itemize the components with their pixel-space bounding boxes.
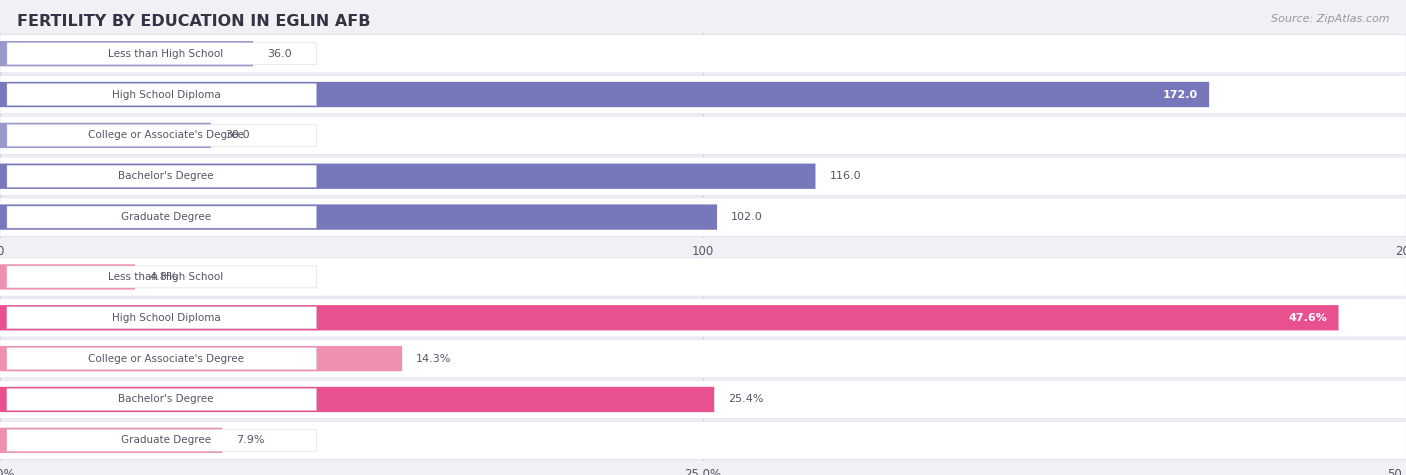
- Text: Bachelor's Degree: Bachelor's Degree: [118, 394, 214, 405]
- FancyBboxPatch shape: [7, 348, 316, 370]
- FancyBboxPatch shape: [0, 387, 714, 412]
- FancyBboxPatch shape: [7, 165, 316, 187]
- Text: High School Diploma: High School Diploma: [111, 313, 221, 323]
- Text: 25.4%: 25.4%: [728, 394, 763, 405]
- FancyBboxPatch shape: [0, 380, 1406, 418]
- Text: 116.0: 116.0: [830, 171, 860, 181]
- FancyBboxPatch shape: [0, 35, 1406, 73]
- Text: High School Diploma: High School Diploma: [111, 89, 221, 100]
- FancyBboxPatch shape: [7, 266, 316, 288]
- Text: Graduate Degree: Graduate Degree: [121, 212, 211, 222]
- FancyBboxPatch shape: [0, 264, 135, 290]
- FancyBboxPatch shape: [0, 41, 253, 66]
- FancyBboxPatch shape: [0, 340, 1406, 378]
- Text: Less than High School: Less than High School: [108, 272, 224, 282]
- FancyBboxPatch shape: [7, 124, 316, 146]
- Text: Less than High School: Less than High School: [108, 48, 224, 59]
- Text: 30.0: 30.0: [225, 130, 250, 141]
- FancyBboxPatch shape: [0, 116, 1406, 154]
- FancyBboxPatch shape: [0, 428, 222, 453]
- Text: College or Associate's Degree: College or Associate's Degree: [89, 130, 243, 141]
- Text: Graduate Degree: Graduate Degree: [121, 435, 211, 446]
- FancyBboxPatch shape: [0, 76, 1406, 114]
- Text: College or Associate's Degree: College or Associate's Degree: [89, 353, 243, 364]
- FancyBboxPatch shape: [0, 258, 1406, 296]
- FancyBboxPatch shape: [0, 421, 1406, 459]
- Text: 47.6%: 47.6%: [1288, 313, 1327, 323]
- FancyBboxPatch shape: [7, 43, 316, 65]
- FancyBboxPatch shape: [0, 82, 1209, 107]
- FancyBboxPatch shape: [0, 204, 717, 230]
- FancyBboxPatch shape: [0, 123, 211, 148]
- Text: 4.8%: 4.8%: [149, 272, 177, 282]
- Text: 36.0: 36.0: [267, 48, 292, 59]
- Text: 102.0: 102.0: [731, 212, 763, 222]
- FancyBboxPatch shape: [7, 389, 316, 410]
- Text: Bachelor's Degree: Bachelor's Degree: [118, 171, 214, 181]
- FancyBboxPatch shape: [7, 84, 316, 105]
- Text: FERTILITY BY EDUCATION IN EGLIN AFB: FERTILITY BY EDUCATION IN EGLIN AFB: [17, 14, 370, 29]
- Text: 7.9%: 7.9%: [236, 435, 264, 446]
- FancyBboxPatch shape: [7, 307, 316, 329]
- FancyBboxPatch shape: [0, 157, 1406, 195]
- Text: Source: ZipAtlas.com: Source: ZipAtlas.com: [1271, 14, 1389, 24]
- FancyBboxPatch shape: [0, 305, 1339, 331]
- FancyBboxPatch shape: [0, 346, 402, 371]
- FancyBboxPatch shape: [0, 299, 1406, 337]
- FancyBboxPatch shape: [0, 163, 815, 189]
- Text: 14.3%: 14.3%: [416, 353, 451, 364]
- FancyBboxPatch shape: [7, 206, 316, 228]
- FancyBboxPatch shape: [0, 198, 1406, 236]
- Text: 172.0: 172.0: [1163, 89, 1198, 100]
- FancyBboxPatch shape: [7, 429, 316, 451]
